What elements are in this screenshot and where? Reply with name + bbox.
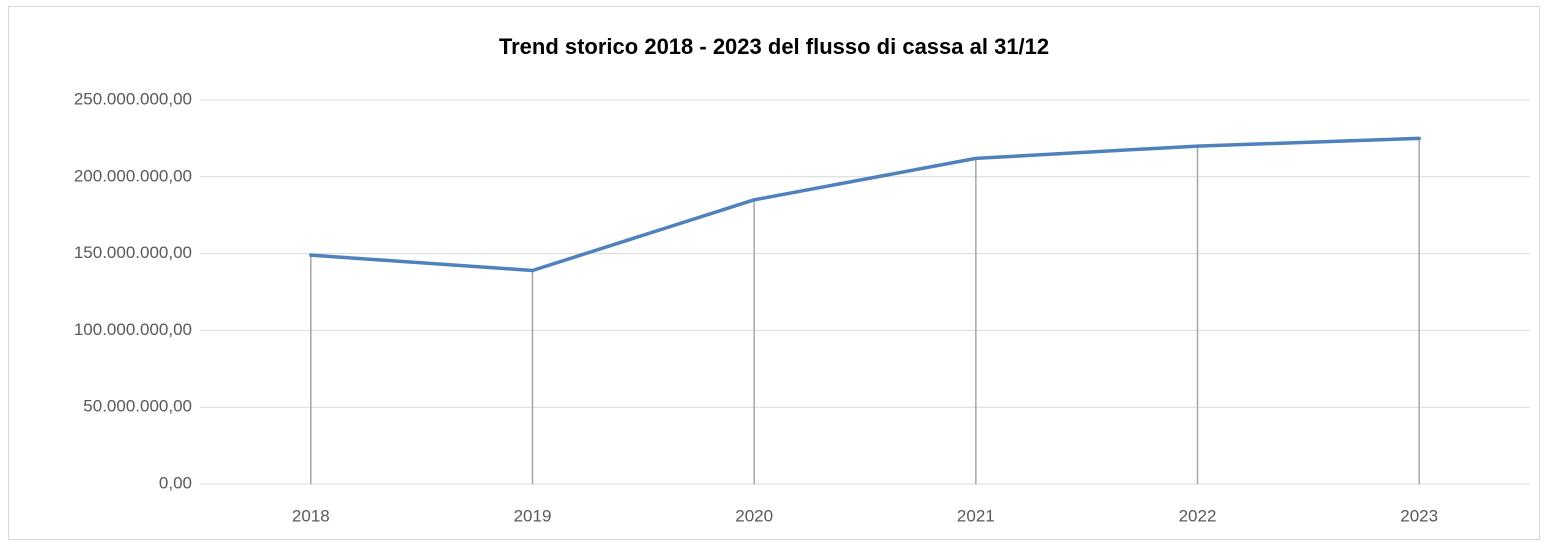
y-tick-label: 50.000.000,00 (83, 397, 192, 416)
x-tick-label: 2020 (735, 506, 773, 525)
x-tick-label: 2023 (1400, 506, 1438, 525)
y-tick-label: 0,00 (159, 473, 192, 492)
x-tick-label: 2019 (514, 506, 552, 525)
chart-frame (8, 6, 1540, 540)
y-tick-label: 250.000.000,00 (74, 89, 192, 108)
x-tick-label: 2021 (957, 506, 995, 525)
x-tick-label: 2022 (1179, 506, 1217, 525)
line-series (309, 136, 1421, 273)
y-tick-label: 200.000.000,00 (74, 166, 192, 185)
chart-title: Trend storico 2018 - 2023 del flusso di … (499, 34, 1049, 59)
x-tick-label: 2018 (292, 506, 330, 525)
y-tick-label: 150.000.000,00 (74, 243, 192, 262)
y-tick-label: 100.000.000,00 (74, 320, 192, 339)
